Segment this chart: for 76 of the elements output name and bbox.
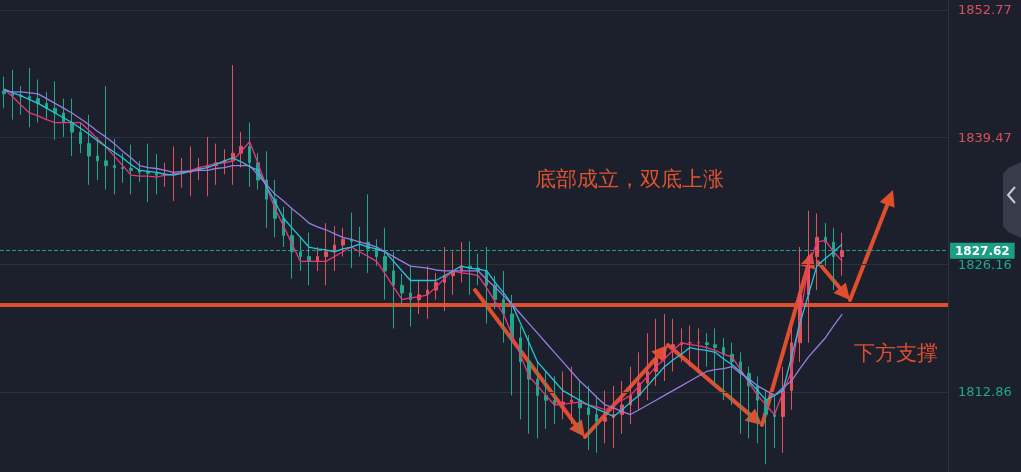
candlestick bbox=[172, 145, 175, 202]
candlestick bbox=[79, 122, 82, 154]
candlestick bbox=[409, 265, 412, 327]
candlestick bbox=[705, 332, 709, 368]
candlestick bbox=[138, 160, 141, 183]
candlestick bbox=[316, 246, 319, 272]
candlestick bbox=[460, 241, 463, 283]
candlestick bbox=[36, 78, 40, 124]
candlestick bbox=[248, 122, 251, 188]
candlestick bbox=[206, 136, 209, 197]
candlestick bbox=[663, 313, 666, 382]
candlestick bbox=[629, 366, 632, 425]
candlestick bbox=[730, 342, 734, 406]
candlestick bbox=[155, 153, 158, 195]
candlestick bbox=[146, 143, 150, 203]
candlestick bbox=[722, 337, 725, 401]
candlestick bbox=[426, 265, 429, 320]
candlestick bbox=[53, 80, 57, 141]
candlestick bbox=[832, 227, 835, 291]
candlestick bbox=[688, 325, 692, 368]
candlestick bbox=[324, 222, 328, 286]
candlestick bbox=[2, 76, 6, 109]
candlestick bbox=[807, 210, 810, 344]
candlestick bbox=[587, 385, 590, 451]
candlestick bbox=[680, 327, 683, 363]
candlestick bbox=[671, 318, 675, 372]
candlestick bbox=[544, 370, 548, 430]
candlestick bbox=[451, 251, 455, 296]
candlestick bbox=[180, 157, 184, 189]
candlestick bbox=[519, 325, 522, 420]
candlestick bbox=[19, 85, 23, 116]
candlestick bbox=[87, 114, 91, 186]
candlestick bbox=[70, 98, 74, 157]
candlestick bbox=[764, 390, 768, 465]
candlestick bbox=[570, 366, 573, 425]
candlestick bbox=[815, 213, 819, 291]
candlestick bbox=[646, 332, 649, 401]
candlestick bbox=[231, 64, 235, 186]
candlestick bbox=[654, 318, 658, 387]
candlestick bbox=[443, 246, 446, 312]
candlestick bbox=[417, 280, 421, 315]
candlestick bbox=[493, 275, 497, 310]
ref-line-label: 1827.62 bbox=[955, 243, 1010, 258]
annotation: 底部成立，双底上涨 bbox=[535, 166, 724, 191]
candlestick bbox=[121, 152, 124, 184]
candlestick bbox=[781, 366, 785, 454]
candlestick bbox=[510, 294, 514, 396]
candlestick bbox=[96, 136, 99, 181]
candlestick bbox=[840, 232, 844, 277]
candlestick bbox=[129, 144, 133, 195]
candlestick bbox=[561, 370, 565, 420]
candlestick bbox=[45, 91, 48, 121]
ref-line-label: 下方支撑 bbox=[854, 340, 938, 365]
candlestick bbox=[113, 138, 116, 195]
candlestick bbox=[697, 327, 700, 374]
candlestick bbox=[527, 334, 531, 435]
candlestick bbox=[612, 385, 615, 449]
candlestick bbox=[28, 67, 31, 128]
candlestick bbox=[223, 148, 226, 175]
y-tick-label: 1839.47 bbox=[958, 129, 1012, 145]
y-tick-label: 1852.77 bbox=[958, 2, 1012, 18]
candlestick bbox=[11, 69, 14, 121]
candlestick bbox=[595, 394, 598, 454]
y-tick-label: 1812.86 bbox=[958, 384, 1012, 400]
candlestick bbox=[502, 270, 505, 344]
candlestick bbox=[603, 390, 607, 444]
candlestick bbox=[536, 361, 539, 439]
candlestick bbox=[341, 227, 345, 258]
candlestick bbox=[553, 375, 556, 425]
candlestick bbox=[333, 225, 336, 272]
y-tick-label: 1826.16 bbox=[958, 257, 1012, 273]
candlestick bbox=[400, 273, 404, 305]
candlestick bbox=[189, 145, 192, 197]
candlestick bbox=[104, 85, 108, 191]
candlestick bbox=[773, 394, 776, 449]
candlestick bbox=[713, 327, 717, 387]
